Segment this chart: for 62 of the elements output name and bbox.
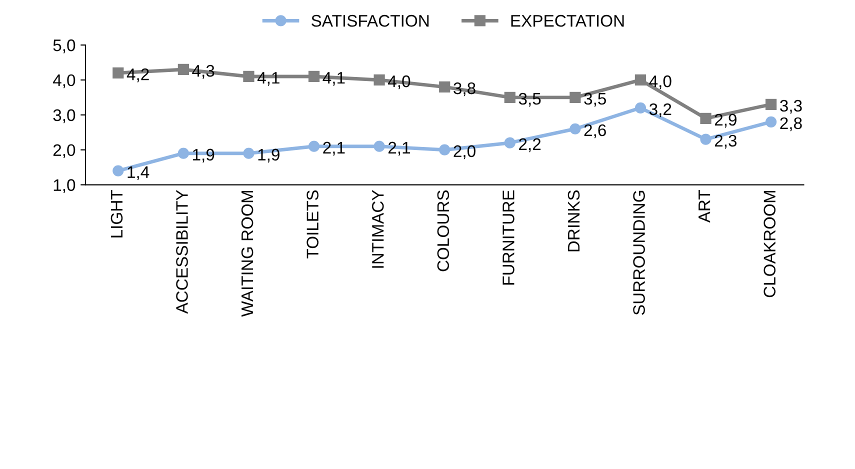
point [700,134,712,145]
point [308,140,320,152]
x-tick-label: LIGHT [110,190,123,238]
data-label: 2,9 [714,114,736,128]
point [439,144,450,156]
x-tick-label: INTIMACY [372,190,384,268]
point [439,81,450,93]
x-tick-label: SURROUNDING [633,190,645,315]
point [700,112,712,124]
point [766,98,777,110]
legend-label: SATISFACTION [312,14,429,27]
data-label: 4,0 [649,75,672,90]
y-tick-label: 4,0 [52,74,76,88]
point [178,64,189,76]
y-tick-label: 2,0 [53,144,76,158]
point [374,140,385,152]
point [766,116,777,128]
point [243,70,254,82]
point [374,74,385,86]
data-label: 4,0 [388,75,410,90]
point [178,148,189,159]
point [112,67,124,79]
x-tick-label: ACCESSIBILITY [176,190,188,314]
point [504,92,516,103]
data-label: 2,2 [519,138,541,152]
point [570,92,581,103]
data-label: 2,8 [780,117,802,132]
data-label: 4,1 [257,72,280,86]
data-label: 3,2 [649,103,672,118]
point [112,165,124,176]
point [504,137,516,148]
data-label: 1,9 [258,148,280,163]
data-label: 3,8 [454,82,476,96]
x-tick-label: TOILETS [306,190,318,258]
point [634,102,646,114]
x-tick-label: FURNITURE [502,190,514,285]
data-label: 2,1 [388,142,410,156]
data-label: 2,1 [323,142,345,156]
data-label: 1,4 [128,166,150,180]
point [243,148,254,159]
data-label: 4,1 [322,72,345,86]
x-tick-label: WAITING ROOM [241,191,254,317]
x-tick-label: COLOURS [437,190,450,272]
y-tick-label: 5,0 [53,39,76,54]
data-label: 2,3 [714,134,737,149]
x-tick-label: ART [698,190,710,223]
data-label: 4,3 [192,64,214,79]
x-tick-label: DRINKS [568,190,580,252]
data-label: 2,0 [454,145,476,160]
data-label: 3,3 [780,100,802,114]
data-label: 2,6 [584,124,606,138]
data-label: 3,5 [584,92,606,107]
point [570,123,581,134]
legend-label: EXPECTATION [511,14,624,27]
y-tick-label: 3,0 [53,109,76,124]
point [308,70,320,82]
x-tick-label: CLOAKROOM [764,191,776,298]
point [634,74,646,86]
data-label: 3,5 [518,92,541,107]
data-label: 1,9 [193,148,214,163]
y-tick-label: 1,0 [54,179,76,193]
data-label: 4,2 [126,68,149,82]
